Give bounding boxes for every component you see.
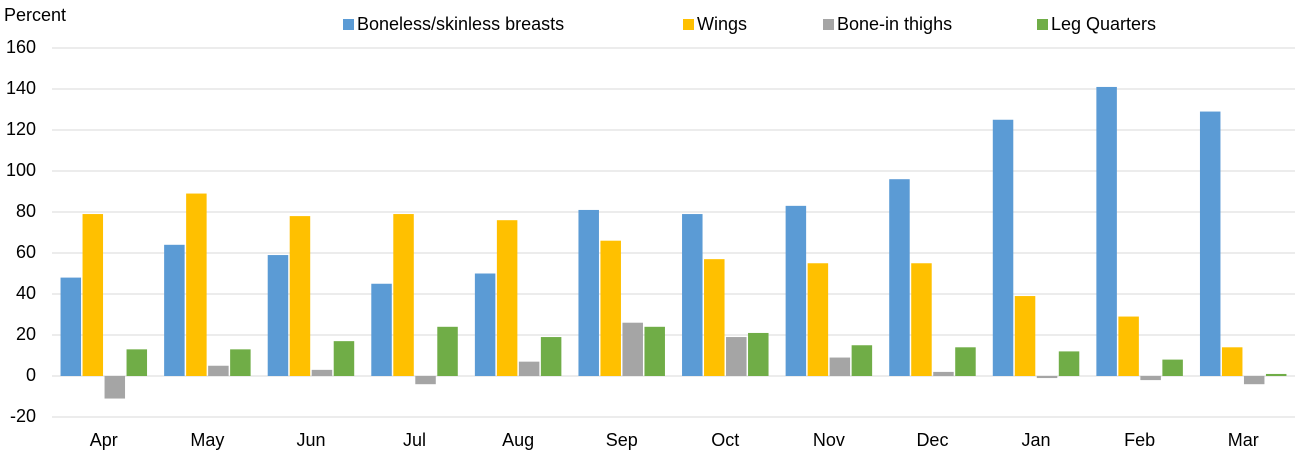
- bar: [126, 349, 148, 376]
- bar: [622, 322, 643, 376]
- y-tick-label: 140: [6, 78, 36, 98]
- bar: [415, 376, 436, 385]
- bar: [289, 216, 311, 376]
- bar: [1199, 111, 1221, 377]
- y-tick-label: 120: [6, 119, 36, 139]
- bar: [104, 376, 126, 399]
- legend-swatch: [1037, 19, 1048, 30]
- y-axis-label: Percent: [4, 5, 66, 25]
- bar: [82, 214, 104, 376]
- bar: [851, 345, 873, 376]
- y-tick-label: 20: [16, 324, 36, 344]
- x-tick-label: Dec: [916, 430, 948, 450]
- bar: [933, 371, 954, 376]
- y-tick-label: 0: [26, 365, 36, 385]
- bar: [186, 193, 207, 376]
- y-tick-label: 40: [16, 283, 36, 303]
- bar: [437, 326, 458, 376]
- x-tick-label: Jul: [403, 430, 426, 450]
- bar: [1058, 351, 1080, 376]
- x-tick-label: May: [190, 430, 224, 450]
- y-tick-label: 60: [16, 242, 36, 262]
- legend-label: Boneless/skinless breasts: [357, 14, 564, 34]
- bar: [1221, 347, 1243, 376]
- bar: [911, 263, 932, 376]
- bar: [1162, 359, 1183, 376]
- bar: [230, 349, 251, 376]
- bar: [1265, 373, 1287, 376]
- bar: [1014, 296, 1036, 376]
- bar: [311, 369, 333, 376]
- bar: [518, 361, 540, 376]
- bar: [578, 209, 599, 376]
- x-tick-label: Oct: [711, 430, 739, 450]
- legend-label: Bone-in thighs: [837, 14, 952, 34]
- bar: [704, 259, 725, 376]
- bar: [540, 337, 562, 376]
- bar: [644, 326, 665, 376]
- bar: [748, 332, 769, 376]
- bar: [829, 357, 851, 376]
- x-tick-label: Mar: [1228, 430, 1259, 450]
- bar: [1243, 376, 1265, 385]
- bar: [1140, 376, 1161, 381]
- bar: [496, 220, 518, 376]
- bar: [164, 244, 185, 376]
- bar: [1096, 86, 1117, 376]
- bar: [333, 341, 355, 376]
- bar: [992, 119, 1014, 376]
- x-tick-label: Apr: [90, 430, 118, 450]
- legend-swatch: [683, 19, 694, 30]
- y-tick-label: -20: [10, 406, 36, 426]
- bar: [393, 214, 414, 376]
- x-tick-label: Jan: [1022, 430, 1051, 450]
- x-tick-label: Aug: [502, 430, 534, 450]
- bar: [807, 263, 829, 376]
- x-tick-label: Jun: [296, 430, 325, 450]
- bar: [474, 273, 496, 376]
- legend-label: Wings: [697, 14, 747, 34]
- bar: [726, 337, 747, 376]
- bar: [1036, 376, 1058, 379]
- x-tick-label: Sep: [606, 430, 638, 450]
- y-tick-label: 80: [16, 201, 36, 221]
- bar: [267, 255, 289, 376]
- bar: [682, 214, 703, 376]
- legend-swatch: [823, 19, 834, 30]
- bar: [889, 179, 910, 376]
- x-tick-label: Nov: [813, 430, 845, 450]
- y-tick-label: 160: [6, 37, 36, 57]
- y-tick-label: 100: [6, 160, 36, 180]
- bar: [785, 205, 807, 376]
- legend-swatch: [343, 19, 354, 30]
- bar: [371, 283, 392, 376]
- bar: [600, 240, 621, 376]
- bar: [208, 365, 229, 376]
- bar: [1118, 316, 1139, 376]
- bar: [955, 347, 976, 376]
- x-tick-label: Feb: [1124, 430, 1155, 450]
- bar: [60, 277, 82, 376]
- legend-label: Leg Quarters: [1051, 14, 1156, 34]
